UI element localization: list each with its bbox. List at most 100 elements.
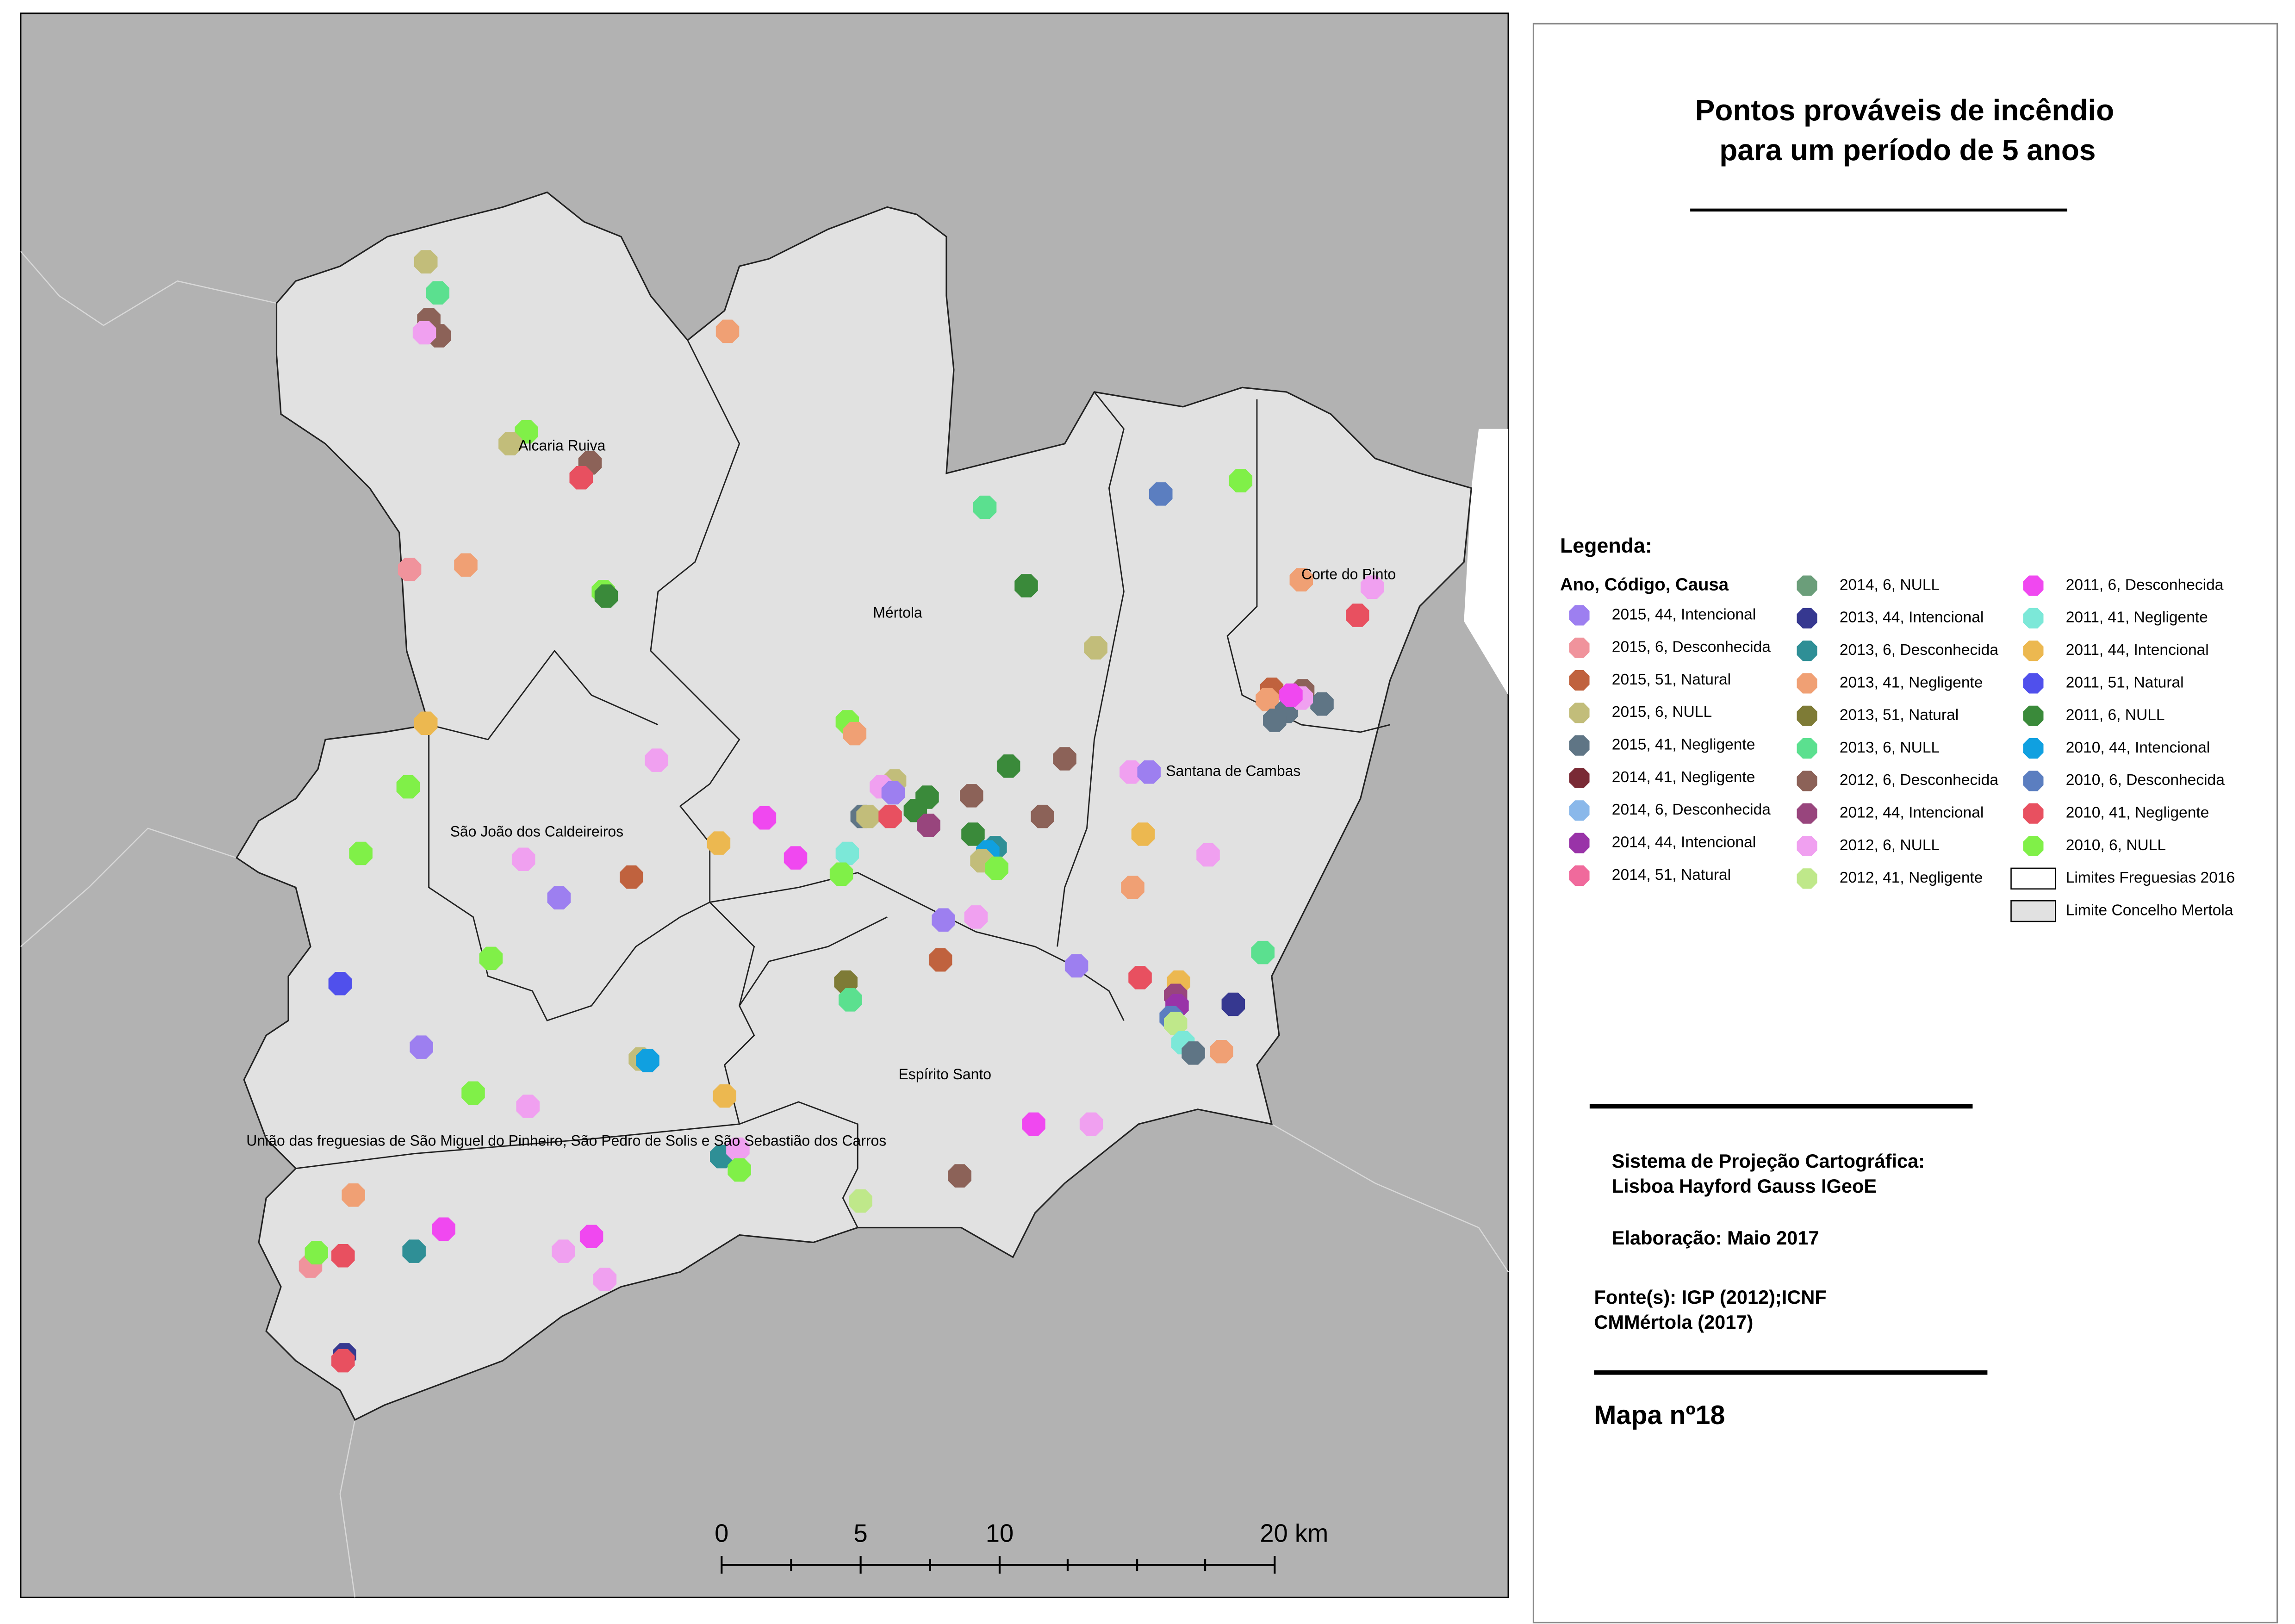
fire-point [726,1137,750,1161]
scale-label: 20 km [1260,1519,1328,1548]
legend-label: 2014, 41, Negligente [1612,769,1755,786]
fire-point [1084,636,1107,660]
fire-point [960,784,983,808]
side-panel [1532,23,2278,1624]
legend-symbol [2023,705,2044,726]
fire-point [402,1239,426,1263]
fire-point [593,1268,617,1291]
scale-label: 5 [854,1519,868,1548]
fire-point [331,1349,355,1373]
fire-point [784,846,808,870]
legend-label: 2013, 41, Negligente [1840,674,1983,691]
legend-label: 2015, 6, NULL [1612,703,1712,721]
fire-point [414,250,438,274]
fire-point [432,1217,455,1241]
place-label: Espírito Santo [898,1066,991,1083]
fire-point [331,1244,355,1268]
place-labels: Alcaria Ruiva Mértola Corte do Pinto Santan… [246,437,1396,1149]
fire-point [516,1095,540,1118]
fire-point [1121,876,1144,899]
fire-point [917,814,940,837]
fire-point [996,754,1020,778]
fire-point [636,1049,659,1072]
fire-point [1137,760,1161,784]
fire-point [498,432,522,455]
fire-point [1256,688,1279,711]
fire-point [707,831,731,855]
legend-label: 2011, 51, Natural [2066,674,2184,691]
legend-symbol [1569,735,1590,756]
fire-point [1229,469,1253,492]
legend: 2015, 44, Intencional 2015, 6, Desconheci… [1569,575,2235,922]
legend-label: 2014, 51, Natural [1612,866,1731,884]
fire-point [1210,1039,1233,1064]
legend-label: 2011, 6, Desconhecida [2066,576,2224,593]
fire-point [342,1183,365,1207]
fire-point [305,1241,329,1265]
fire-point [1163,1012,1188,1035]
legend-symbol [1797,868,1817,889]
fire-point [1263,709,1287,732]
scale-bar [721,1556,1276,1574]
fire-point [1182,1041,1205,1065]
info-text: Elaboração: Maio 2017 [1612,1227,1819,1249]
title: Pontos prováveis de incêndio [1695,93,2114,127]
place-label: São João dos Caldeireiros [450,823,624,840]
legend-swatch [2010,867,2056,890]
info-text: CMMértola (2017) [1594,1311,1753,1333]
fire-point [1310,692,1334,716]
fire-point [1079,1112,1103,1136]
fire-point [985,856,1008,880]
region-lines [20,251,1509,1598]
fire-point [426,281,450,305]
fire-point [856,804,880,828]
place-label: Santana de Cambas [1166,763,1300,779]
legend-symbol [1569,767,1590,789]
fire-point [1196,843,1220,867]
fire-point [479,946,503,971]
fire-point [843,722,867,746]
legend-label: 2015, 44, Intencional [1612,606,1756,623]
info-text: Lisboa Hayford Gauss IGeoE [1612,1175,1877,1197]
legend-label: 2010, 44, Intencional [2066,739,2210,756]
legend-symbol [1797,608,1817,628]
legend-label: 2015, 41, Negligente [1612,736,1755,753]
legend-symbol [2023,641,2044,661]
fire-point [928,948,952,972]
fire-point [396,775,420,799]
legend-label: 2010, 6, NULL [2066,837,2166,854]
legend-symbol [2023,771,2044,791]
legend-label: 2013, 6, Desconhecida [1840,641,1998,659]
fire-point [1289,568,1313,592]
legend-label: 2013, 51, Natural [1840,707,1959,724]
fire-point [511,847,535,871]
legend-subtitle: Ano, Código, Causa [1560,575,1729,595]
scale-label: 0 [715,1519,728,1548]
legend-symbol [2023,608,2044,628]
fire-point [1128,966,1152,989]
fire-point [1149,482,1173,506]
legend-label: 2015, 6, Desconhecida [1612,639,1771,656]
title: para um período de 5 anos [1719,133,2096,167]
legend-symbol [2023,803,2044,824]
legend-label: 2012, 44, Intencional [1840,804,1984,821]
legend-symbol [1797,803,1817,824]
fire-point [948,1164,971,1188]
legend-symbol [1569,637,1590,658]
fire-point [849,1189,872,1213]
place-label: União das freguesias de São Miguel do Pi… [246,1132,886,1149]
legend-symbol [1569,865,1590,886]
fire-point [349,841,373,865]
fire-point [878,804,902,828]
fire-point [1022,1112,1045,1136]
fire-point [1120,760,1143,784]
fire-point [461,1081,485,1105]
fire-point [1360,575,1384,599]
fire-point [1279,683,1303,707]
fire-point [932,908,955,932]
fire-point [964,905,988,929]
legend-label: 2012, 41, Negligente [1840,869,1983,886]
fire-point [410,1035,433,1059]
